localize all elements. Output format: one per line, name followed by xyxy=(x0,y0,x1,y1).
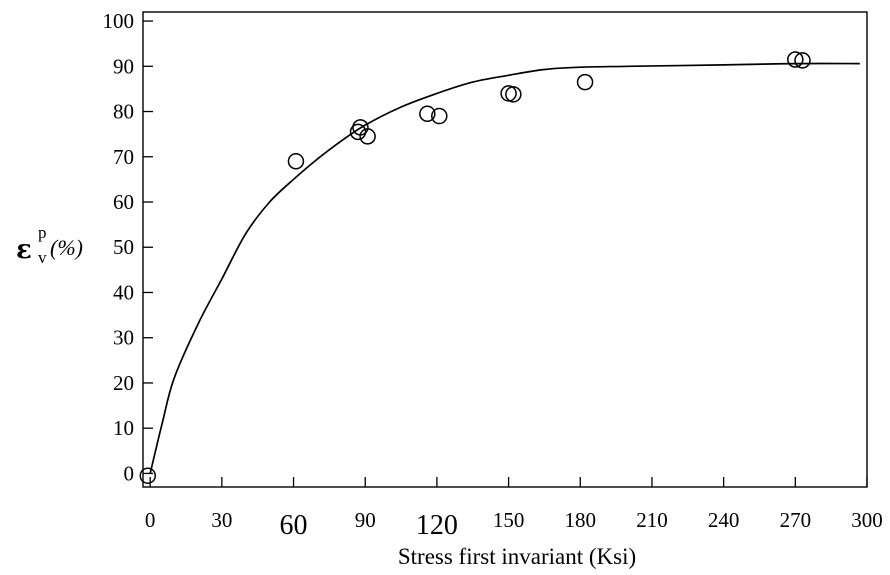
data-point-circle xyxy=(287,153,305,170)
y-tick-label: 70 xyxy=(113,145,134,169)
y-axis-ticks: 0 10 20 30 40 50 60 70 80 90 100 xyxy=(103,9,153,485)
data-point-circle xyxy=(431,107,448,125)
x-axis-title: Stress first invariant (Ksi) xyxy=(398,544,636,569)
y-axis-unit: (%) xyxy=(50,235,83,260)
y-tick-label: 0 xyxy=(124,461,135,485)
plot-frame xyxy=(142,11,868,488)
x-tick-label: 180 xyxy=(565,508,597,532)
data-point-circle xyxy=(794,52,811,69)
x-tick-label: 90 xyxy=(355,508,376,532)
x-tick-label: 210 xyxy=(636,508,668,532)
y-tick-label: 80 xyxy=(113,100,134,124)
y-tick-label: 60 xyxy=(113,190,134,214)
x-tick-label: 270 xyxy=(780,508,812,532)
x-tick-label: 30 xyxy=(211,508,232,532)
x-axis-ticks: 0 30 60 90 120 150 180 210 240 270 300 xyxy=(145,477,883,541)
y-tick-label: 10 xyxy=(113,416,134,440)
y-tick-label: 50 xyxy=(113,235,134,259)
data-point-circle xyxy=(505,86,522,103)
data-point-circle xyxy=(576,73,594,91)
y-axis-title: ε xyxy=(16,235,32,265)
y-tick-label: 90 xyxy=(113,54,134,78)
x-tick-label: 60 xyxy=(280,510,308,541)
y-tick-label: 20 xyxy=(113,371,134,395)
y-axis-subscript: v xyxy=(38,248,47,267)
fit-curve xyxy=(149,62,860,474)
data-point-circle xyxy=(139,467,157,484)
y-tick-label: 30 xyxy=(113,326,134,350)
x-tick-label: 240 xyxy=(708,508,740,532)
y-tick-label: 40 xyxy=(113,280,134,304)
x-tick-label: 120 xyxy=(416,510,458,541)
series-layer xyxy=(139,51,860,484)
y-axis-symbol: ε xyxy=(16,235,32,265)
y-axis-superscript: p xyxy=(38,223,47,242)
data-point-circle xyxy=(419,105,436,123)
y-tick-label: 100 xyxy=(103,9,135,33)
x-tick-label: 300 xyxy=(851,508,883,532)
data-point-circle xyxy=(787,51,804,68)
data-point-circle xyxy=(359,128,376,145)
x-tick-label: 150 xyxy=(493,508,525,532)
x-tick-label: 0 xyxy=(145,508,156,532)
